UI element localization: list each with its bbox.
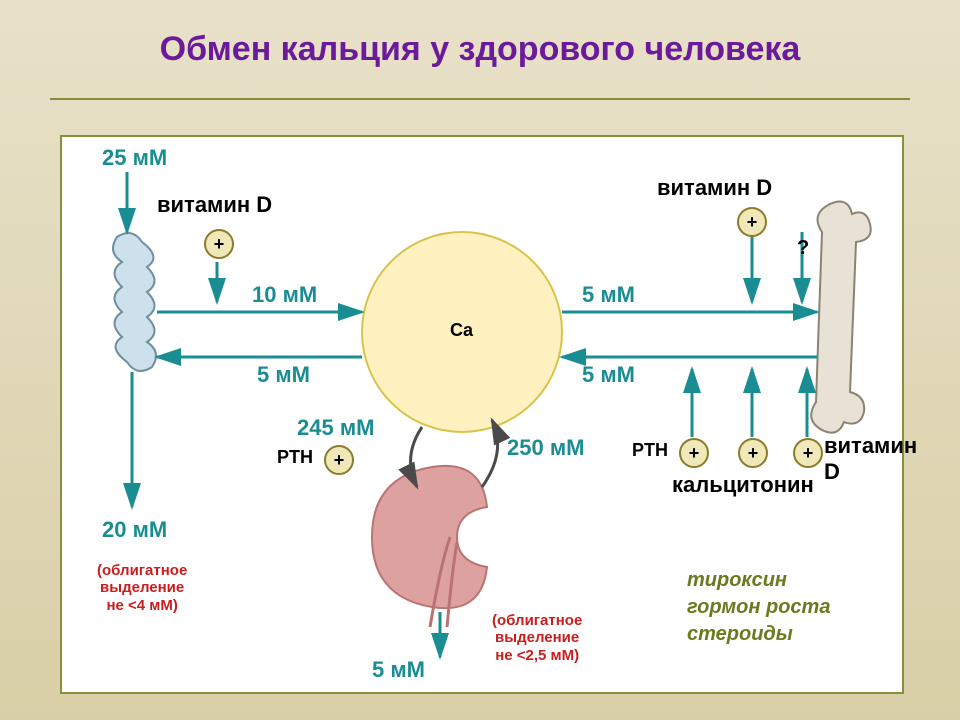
slide: Обмен кальция у здорового человека <box>0 0 960 720</box>
value-5mm-a: 5 мМ <box>257 362 310 388</box>
hormone-thyroxine: тироксин <box>687 569 787 591</box>
pth-label-left: PTH <box>277 447 313 468</box>
question-mark: ? <box>797 237 809 260</box>
hormone-steroids: стероиды <box>687 623 793 645</box>
title-underline <box>50 98 910 100</box>
plus-icon-4: + <box>793 438 823 468</box>
value-5mm-e: 5 мМ <box>372 657 425 683</box>
diagram-panel: 25 мМ витамин D + 10 мМ 5 мМ 5 мМ 5 мМ C… <box>60 135 904 694</box>
label-vitd-final: витамин D <box>824 433 917 485</box>
bone-icon <box>811 202 871 433</box>
plus-icon-pth1: + <box>324 445 354 475</box>
oblig2-line2: выделение <box>495 629 579 646</box>
oblig2-line3: не <2,5 мМ) <box>495 647 579 664</box>
value-245mm: 245 мМ <box>297 415 374 441</box>
oblig1-line1: (облигатное <box>97 562 187 579</box>
label-calcitonin: кальцитонин <box>672 472 814 498</box>
oblig-note-1: (облигатное выделение не <4 мМ) <box>97 562 187 614</box>
value-250mm: 250 мМ <box>507 435 584 461</box>
kidney-icon <box>372 466 487 627</box>
page-title: Обмен кальция у здорового человека <box>0 30 960 69</box>
value-5mm-c: 5 мМ <box>582 362 635 388</box>
value-10mm: 10 мМ <box>252 282 317 308</box>
intestine-icon <box>113 233 156 371</box>
value-5mm-b: 5 мМ <box>582 282 635 308</box>
oblig1-line2: выделение <box>100 579 184 596</box>
value-25mm: 25 мМ <box>102 145 167 171</box>
label-vitd-left: витамин D <box>157 192 272 218</box>
ca-label: Ca <box>450 320 473 341</box>
plus-icon-pth2: + <box>679 438 709 468</box>
oblig1-line3: не <4 мМ) <box>106 597 177 614</box>
oblig2-line1: (облигатное <box>492 612 582 629</box>
label-vitd-topright: витамин D <box>657 175 772 201</box>
hormone-list: тироксин гормон роста стероиды <box>687 567 830 648</box>
pth-label-right: PTH <box>632 440 668 461</box>
plus-icon-1: + <box>204 229 234 259</box>
plus-icon-3: + <box>738 438 768 468</box>
value-20mm: 20 мМ <box>102 517 167 543</box>
oblig-note-2: (облигатное выделение не <2,5 мМ) <box>492 612 582 664</box>
plus-icon-2: + <box>737 207 767 237</box>
hormone-growth: гормон роста <box>687 596 830 618</box>
